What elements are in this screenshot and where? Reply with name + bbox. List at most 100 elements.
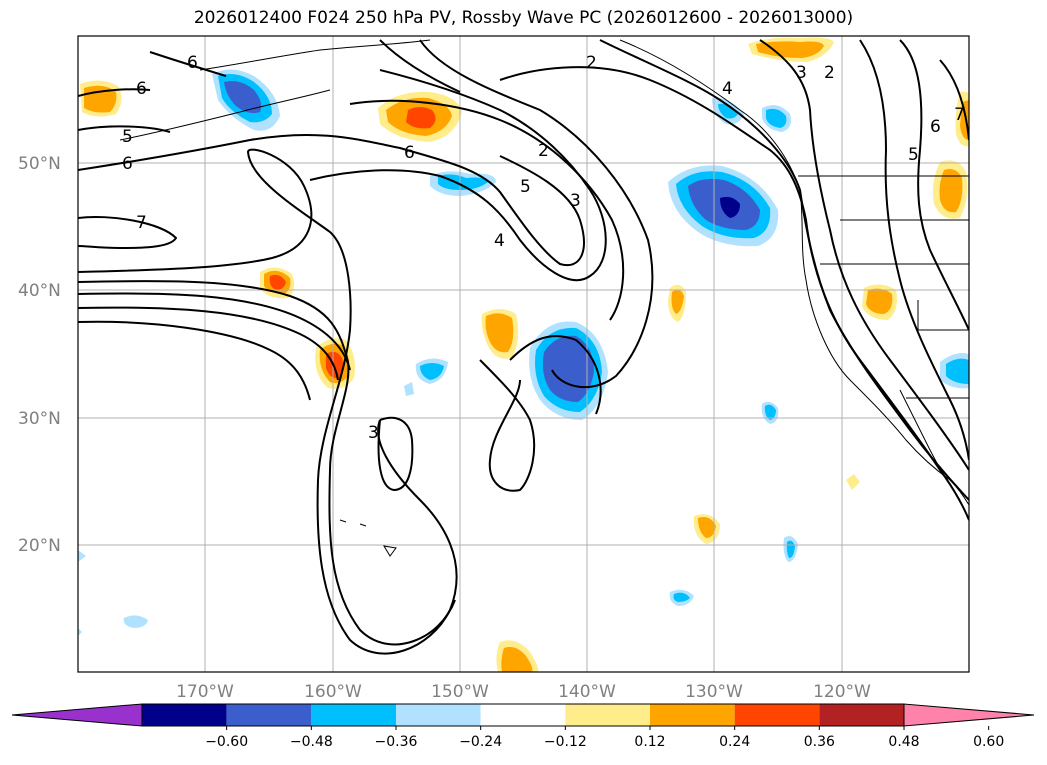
colorbar-tick-label: 0.48	[888, 734, 919, 750]
colorbar-tick-label: 0.24	[719, 734, 750, 750]
colorbar-tick-label: −0.24	[459, 734, 502, 750]
positive-anomaly	[406, 107, 436, 129]
pv-contour	[599, 39, 969, 501]
lon-label-130w: 130°W	[685, 682, 743, 702]
contour-label: 5	[520, 177, 531, 197]
colorbar-segment	[480, 704, 566, 726]
positive-anomaly	[756, 41, 824, 58]
coastline-baja	[899, 389, 961, 501]
contour-label: 5	[908, 145, 919, 165]
pv-contour	[78, 88, 151, 97]
contour-label: 4	[494, 231, 505, 251]
colorbar-outline	[141, 703, 905, 727]
negative-anomaly	[420, 363, 444, 380]
negative-anomaly	[78, 550, 86, 562]
contour-label: 6	[187, 53, 198, 73]
negative-anomaly	[764, 404, 776, 420]
negative-anomaly	[123, 615, 148, 628]
colorbar-segment	[650, 704, 735, 726]
contour-label: 2	[824, 63, 835, 83]
map-area	[78, 36, 969, 672]
colorbar-extend-max	[903, 703, 1035, 727]
positive-anomaly	[866, 288, 893, 314]
colorbar-tick-label: 0.36	[804, 734, 835, 750]
positive-anomaly	[698, 517, 716, 538]
contour-label: 5	[122, 127, 133, 147]
contour-label: 2	[538, 141, 549, 161]
lon-label-120w: 120°W	[813, 682, 871, 702]
pv-contour	[899, 39, 969, 331]
lat-label-20n: 20°N	[18, 536, 61, 556]
lat-label-40n: 40°N	[18, 281, 61, 301]
negative-anomaly	[946, 358, 969, 384]
colorbar-tick-label: 0.12	[634, 734, 665, 750]
pv-contour	[78, 133, 585, 267]
negative-anomaly	[438, 174, 488, 190]
pv-contour	[78, 280, 456, 646]
colorbar-tick-label: 0.60	[973, 734, 1004, 750]
pv-contour	[309, 69, 607, 282]
colorbar: −0.60 −0.48 −0.36 −0.24 −0.12 0.12 0.24 0.36 0.4…	[11, 703, 1035, 750]
pv-contour	[379, 39, 461, 93]
negative-anomaly	[720, 196, 740, 218]
contour-label: 3	[796, 63, 807, 83]
coastline-aleutians	[119, 89, 331, 141]
colorbar-tick-label: −0.60	[205, 734, 248, 750]
coastline-alaska	[199, 39, 431, 71]
map-title: 2026012400 F024 250 hPa PV, Rossby Wave …	[193, 8, 854, 28]
pv-contours	[78, 39, 969, 655]
colorbar-segment	[819, 704, 904, 726]
pv-contour	[349, 99, 625, 321]
positive-anomaly	[939, 169, 963, 213]
positive-anomaly	[846, 474, 860, 490]
lat-label-50n: 50°N	[18, 154, 61, 174]
contour-label: 7	[136, 213, 147, 233]
hawaii-islands	[339, 519, 397, 557]
colorbar-segment	[734, 704, 820, 726]
pv-anomaly-shading	[78, 37, 969, 672]
pv-contour	[78, 292, 351, 371]
contour-label: 7	[954, 105, 965, 125]
contour-label: 2	[586, 53, 597, 73]
pv-contour	[479, 359, 536, 492]
negative-anomaly	[78, 628, 82, 636]
coastlines	[119, 39, 969, 557]
contour-label: 6	[404, 143, 415, 163]
pv-contour	[509, 335, 602, 415]
colorbar-tick-label: −0.36	[375, 734, 418, 750]
pv-contour	[78, 320, 311, 401]
contour-label: 4	[722, 79, 733, 99]
negative-anomaly	[404, 382, 414, 396]
colorbar-segment	[226, 704, 312, 726]
pv-contour	[78, 148, 458, 655]
negative-anomaly	[673, 592, 690, 602]
pv-contour	[939, 59, 969, 141]
colorbar-segment	[311, 704, 396, 726]
pv-contour	[78, 215, 177, 249]
colorbar-tick-label: −0.48	[290, 734, 333, 750]
contour-labels: 6 6 5 6 6 7 2 2 5 3 4 3 3 2 4 6 7 5	[122, 53, 965, 443]
colorbar-segment	[142, 704, 227, 726]
contour-label: 6	[122, 154, 133, 174]
positive-anomaly	[501, 647, 533, 672]
pv-contour	[377, 416, 414, 491]
lon-label-150w: 150°W	[431, 682, 489, 702]
positive-anomaly	[485, 313, 514, 353]
lon-label-140w: 140°W	[558, 682, 616, 702]
contour-label: 6	[930, 117, 941, 137]
pv-contour	[419, 39, 654, 389]
colorbar-segment	[565, 704, 650, 726]
longitude-labels: 170°W 160°W 150°W 140°W 130°W 120°W	[176, 682, 871, 702]
border-states	[820, 219, 969, 331]
colorbar-segment	[396, 704, 481, 726]
contour-label: 3	[570, 191, 581, 211]
pv-contour	[859, 39, 969, 461]
map-frame	[77, 35, 970, 673]
lon-label-170w: 170°W	[176, 682, 234, 702]
negative-anomaly	[718, 103, 738, 119]
positive-anomaly	[269, 274, 286, 290]
positive-anomaly	[671, 289, 684, 314]
contour-label: 3	[368, 423, 379, 443]
contour-label: 6	[136, 79, 147, 99]
